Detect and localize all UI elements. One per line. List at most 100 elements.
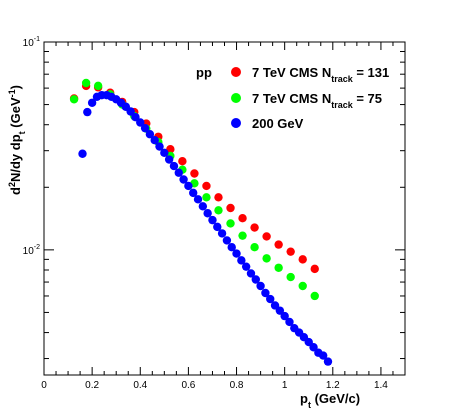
point-cms-131 [310, 264, 319, 274]
x-tick-label: 0.8 [230, 380, 244, 391]
x-tick-labels: 0 0.2 0.4 0.6 0.8 1 1.2 1.4 [41, 380, 388, 391]
point-200gev [246, 269, 256, 278]
point-200gev [87, 98, 97, 107]
point-200gev [261, 288, 270, 298]
point-200gev [222, 236, 232, 245]
point-cms-75 [202, 193, 211, 202]
legend-entry-cms-131-sub: track [331, 74, 354, 84]
point-cms-131 [166, 144, 175, 154]
point-cms-131 [298, 255, 307, 264]
point-200gev [169, 161, 179, 171]
y-tick-label-exponent: -1 [34, 36, 40, 43]
point-cms-75 [298, 281, 307, 291]
point-200gev [251, 275, 260, 284]
point-200gev [318, 351, 328, 360]
x-tick-label: 0.6 [181, 380, 195, 391]
x-tick-label: 1 [282, 380, 288, 391]
legend: pp 7 TeV CMS Ntrack = 131 7 TeV CMS Ntra… [196, 65, 389, 131]
x-tick-label: 0.4 [133, 380, 147, 391]
point-200gev [227, 242, 236, 252]
x-tick-label: 0 [41, 380, 47, 391]
point-200gev [323, 357, 333, 366]
point-200gev [189, 188, 198, 198]
point-200gev [126, 107, 135, 116]
point-cms-131 [250, 223, 259, 232]
x-tick-label: 1.2 [326, 380, 340, 391]
legend-entry-cms-131-rest: = 131 [353, 65, 390, 80]
legend-marker-cms-131 [231, 67, 241, 77]
legend-entry-cms-75-rest: = 75 [353, 91, 382, 106]
axis-ticks [43, 41, 405, 375]
point-200gev [174, 168, 183, 177]
point-cms-131 [274, 240, 283, 249]
data-points [69, 78, 333, 366]
y-axis-label-sup2: -1 [7, 89, 17, 97]
point-cms-131 [286, 247, 295, 256]
legend-marker-200gev [231, 118, 241, 128]
point-cms-131 [238, 214, 247, 223]
plot-frame [43, 41, 406, 376]
x-tick-label: 0.2 [85, 380, 99, 391]
point-200gev [179, 175, 188, 184]
y-axis-label-part1: d [8, 187, 23, 195]
y-axis-label-part2: N/dy dp [8, 134, 23, 182]
point-cms-75 [250, 242, 259, 252]
y-axis-label: d2N/dy dpt (GeV-1) [7, 85, 27, 195]
point-cms-131 [262, 232, 271, 241]
point-200gev [208, 215, 217, 225]
legend-entry-cms-131: 7 TeV CMS Ntrack = 131 [252, 65, 389, 84]
point-200gev [160, 148, 169, 158]
legend-entry-cms-75-sub: track [331, 100, 354, 110]
y-axis-label-part4: ) [8, 85, 23, 89]
legend-entry-cms-131-main: 7 TeV CMS N [252, 65, 331, 80]
point-200gev [237, 256, 246, 265]
point-cms-75 [226, 219, 235, 228]
legend-entry-cms-75: 7 TeV CMS Ntrack = 75 [252, 91, 382, 110]
point-200gev [184, 181, 193, 191]
y-axis-label-sup1: 2 [7, 182, 17, 187]
point-200gev [213, 222, 222, 232]
point-200gev [140, 123, 150, 133]
point-200gev [150, 135, 159, 145]
legend-entry-200gev-main: 200 GeV [252, 116, 304, 131]
point-cms-75 [81, 78, 91, 88]
point-cms-75 [286, 272, 295, 282]
point-200gev [232, 249, 241, 258]
point-200gev [309, 343, 318, 352]
point-cms-75 [69, 95, 79, 104]
point-200gev [136, 118, 145, 127]
point-200gev [78, 149, 87, 158]
y-tick-label-base: 10 [23, 246, 35, 257]
x-axis-label-rest: (GeV/c) [311, 391, 360, 406]
point-200gev [285, 317, 294, 327]
y-tick-label-base: 10 [23, 38, 35, 49]
legend-marker-cms-75 [231, 93, 241, 103]
y-tick-label: 10-1 [23, 36, 40, 49]
point-200gev [217, 229, 227, 238]
y-axis-label-part3: (GeV [8, 97, 23, 131]
point-200gev [131, 112, 140, 122]
x-axis-label-main: p [300, 391, 308, 406]
x-axis-label: pt (GeV/c) [300, 391, 360, 410]
legend-entry-cms-75-main: 7 TeV CMS N [252, 91, 331, 106]
point-200gev [155, 142, 164, 151]
point-200gev [164, 155, 174, 164]
point-cms-131 [178, 157, 187, 166]
point-200gev [193, 195, 203, 204]
legend-entry-200gev: 200 GeV [252, 116, 304, 131]
y-tick-label-exponent: -2 [34, 244, 40, 251]
point-200gev [256, 281, 265, 291]
point-200gev [203, 209, 212, 218]
y-tick-label: 10-2 [23, 244, 40, 257]
y-axis-label-sub: t [17, 131, 27, 134]
point-200gev [275, 306, 285, 315]
point-cms-131 [190, 169, 199, 178]
point-200gev [198, 202, 208, 211]
point-200gev [145, 130, 155, 139]
point-cms-75 [93, 81, 103, 91]
point-cms-131 [214, 193, 223, 202]
point-200gev [241, 262, 251, 271]
point-cms-75 [274, 263, 283, 272]
